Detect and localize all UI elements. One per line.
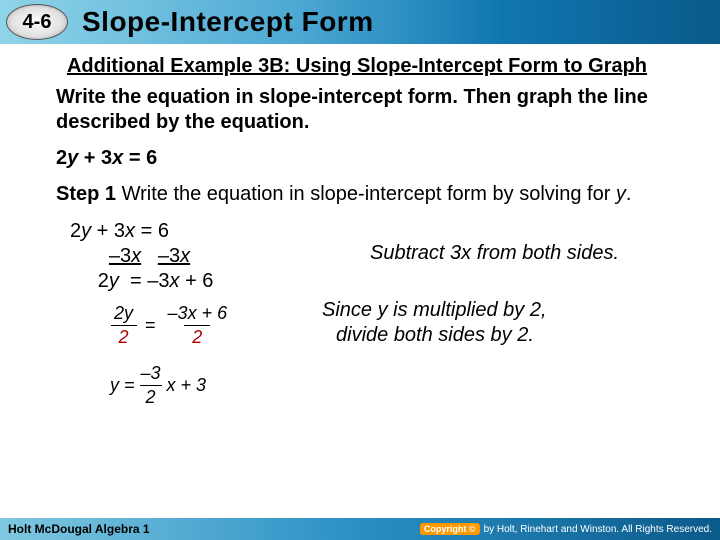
work-right: Subtract 3x from both sides. <box>370 219 692 294</box>
page-title: Slope-Intercept Form <box>82 6 374 38</box>
footer-bar: Holt McDougal Algebra 1 Copyright © by H… <box>0 518 720 540</box>
work-row-2: 2y 2 = –3x + 6 2 y = –3 2 x + 3 Since y … <box>22 298 692 408</box>
section-badge: 4-6 <box>6 4 68 40</box>
footer-right: Copyright © by Holt, Rinehart and Winsto… <box>420 523 712 535</box>
copyright-text: by Holt, Rinehart and Winston. All Right… <box>484 524 712 535</box>
final-equation: y = –3 2 x + 3 <box>110 362 322 408</box>
frac-right: –3x + 6 2 <box>164 302 232 348</box>
final-tail: x + 3 <box>167 374 207 397</box>
frac-block: 2y 2 = –3x + 6 2 y = –3 2 x + 3 <box>22 298 322 408</box>
example-subtitle: Additional Example 3B: Using Slope-Inter… <box>22 54 692 79</box>
header-bar: 4-6 Slope-Intercept Form <box>0 0 720 44</box>
step-text: Write the equation in slope-intercept fo… <box>116 183 616 205</box>
work-row-1: 2y + 3x = 6 –3x –3x 2y = –3x + 6 Subtrac… <box>22 219 692 294</box>
instruction-text: Write the equation in slope-intercept fo… <box>56 85 682 135</box>
copyright-badge: Copyright © <box>420 523 480 535</box>
final-frac: –3 2 <box>139 362 163 408</box>
note-2b: divide both sides by 2. <box>336 323 692 348</box>
equals-sign: = <box>145 314 156 337</box>
given-equation: 2y + 3x = 6 <box>56 147 692 170</box>
step-var: y <box>616 183 626 205</box>
step-1: Step 1 Write the equation in slope-inter… <box>56 182 682 207</box>
work-line-1: 2y + 3x = 6 <box>70 219 370 244</box>
content-area: Additional Example 3B: Using Slope-Inter… <box>0 44 720 408</box>
fraction-equation: 2y 2 = –3x + 6 2 <box>110 302 322 348</box>
work-left: 2y + 3x = 6 –3x –3x 2y = –3x + 6 <box>70 219 370 294</box>
footer-left: Holt McDougal Algebra 1 <box>8 522 150 536</box>
frac-left: 2y 2 <box>110 302 137 348</box>
note-1: Subtract 3x from both sides. <box>370 241 692 266</box>
final-lhs: y = <box>110 374 135 397</box>
note-2: Since y is multiplied by 2, divide both … <box>322 298 692 408</box>
work-line-2: –3x –3x <box>70 244 370 269</box>
step-label: Step 1 <box>56 183 116 205</box>
note-2a: Since y is multiplied by 2, <box>322 298 692 323</box>
work-line-3: 2y = –3x + 6 <box>70 269 370 294</box>
